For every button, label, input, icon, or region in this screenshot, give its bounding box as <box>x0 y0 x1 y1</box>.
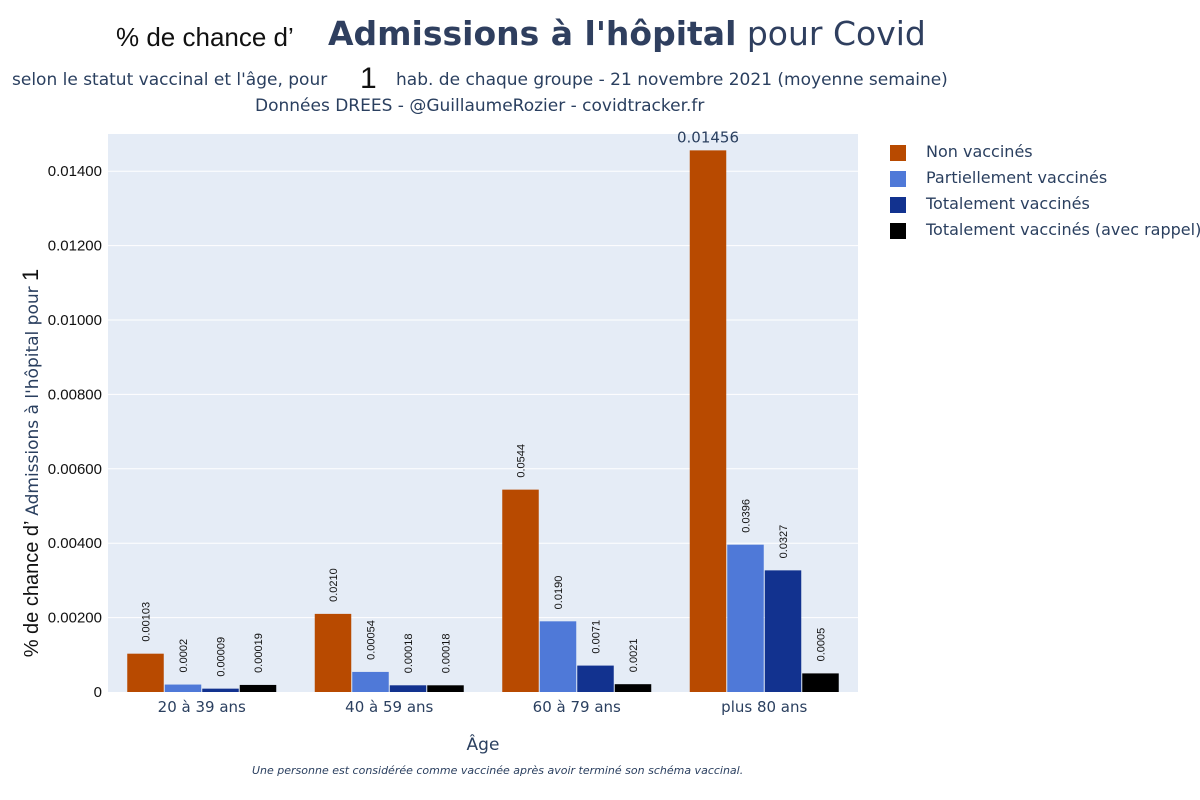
bar-value-label: 0.01456 <box>677 128 739 146</box>
bar-value-label: 0.00018 <box>441 634 453 674</box>
y-tick-label: 0.01200 <box>48 238 102 255</box>
bar <box>202 688 239 692</box>
y-tick-label: 0.01000 <box>48 312 102 329</box>
bar <box>314 613 352 692</box>
subtitle-part2: hab. de chaque groupe - 21 novembre 2021… <box>396 70 948 90</box>
bar <box>427 685 464 692</box>
bar <box>239 684 277 692</box>
bar-value-label: 0.0005 <box>816 628 828 662</box>
legend-swatch <box>890 145 906 161</box>
bar-value-label: 0.0327 <box>778 525 790 559</box>
y-tick-label: 0 <box>94 684 102 701</box>
bar-value-label: 0.0544 <box>516 444 528 478</box>
legend-label: Totalement vaccinés <box>926 194 1090 213</box>
y-title-prefix: % de chance d’ <box>21 516 43 658</box>
title-main: Admissions à l'hôpital pour Covid <box>328 14 926 53</box>
title-rest: pour Covid <box>736 14 926 53</box>
bar-value-label: 0.0396 <box>741 499 753 533</box>
x-tick-label: 60 à 79 ans <box>533 698 621 716</box>
x-axis-title: Âge <box>467 733 500 755</box>
legend-label: Partiellement vaccinés <box>926 168 1108 187</box>
legend-swatch <box>890 197 906 213</box>
bar <box>577 665 614 692</box>
bar <box>539 621 577 692</box>
title-bold: Admissions à l'hôpital <box>328 14 737 53</box>
bar-value-label: 0.00019 <box>253 633 265 673</box>
legend-label: Non vaccinés <box>926 142 1033 161</box>
bar-value-label: 0.0071 <box>591 620 603 654</box>
bar <box>389 685 427 692</box>
bar <box>127 653 164 692</box>
y-tick-label: 0.00600 <box>48 461 102 478</box>
bar <box>352 671 389 692</box>
y-tick-label: 0.01400 <box>48 163 102 180</box>
bar <box>614 684 652 692</box>
x-tick-label: 20 à 39 ans <box>158 698 246 716</box>
bar <box>727 544 764 692</box>
legend-swatch <box>890 223 906 239</box>
y-title-suffix: 1 <box>18 269 43 281</box>
y-axis-title: % de chance d’ Admissions à l'hôpital po… <box>18 269 43 658</box>
bar <box>502 489 539 692</box>
x-tick-label: plus 80 ans <box>721 698 807 716</box>
bar <box>689 150 727 693</box>
bar <box>164 684 202 692</box>
y-tick-label: 0.00400 <box>48 535 102 552</box>
y-title-main: Admissions à l'hôpital pour <box>23 281 43 516</box>
bar-value-label: 0.0210 <box>328 568 340 602</box>
bar <box>802 673 839 692</box>
bar-value-label: 0.0190 <box>553 576 565 610</box>
bar-value-label: 0.00009 <box>216 637 228 677</box>
chart-title: % de chance d’ Admissions à l'hôpital po… <box>0 14 1200 64</box>
bar-value-label: 0.00018 <box>403 634 415 674</box>
y-tick-label: 0.00200 <box>48 610 102 627</box>
bar-value-label: 0.0021 <box>628 639 640 673</box>
footnote: Une personne est considérée comme vaccin… <box>252 764 744 777</box>
bar-value-label: 0.00054 <box>366 620 378 660</box>
legend-label: Totalement vaccinés (avec rappel) <box>926 220 1200 239</box>
bar <box>764 570 802 692</box>
bar-value-label: 0.00103 <box>141 602 153 642</box>
legend-swatch <box>890 171 906 187</box>
bar-value-label: 0.0002 <box>178 639 190 673</box>
subtitle-big: 1 <box>360 62 377 95</box>
title-prefix: % de chance d’ <box>116 22 294 52</box>
x-tick-label: 40 à 59 ans <box>345 698 433 716</box>
subtitle-part1: selon le statut vaccinal et l'âge, pour <box>12 70 328 90</box>
y-tick-label: 0.00800 <box>48 386 102 403</box>
chart-source: Données DREES - @GuillaumeRozier - covid… <box>255 96 705 116</box>
